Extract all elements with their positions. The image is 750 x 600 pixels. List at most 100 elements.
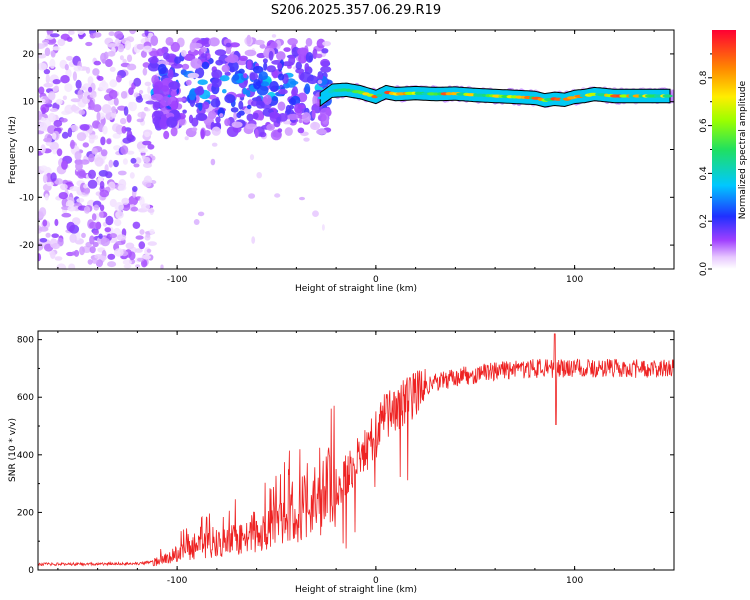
spectrogram-cell xyxy=(38,130,45,135)
spectrogram-cell xyxy=(245,123,258,130)
spectrogram-cell xyxy=(203,37,211,48)
spectrogram-cell xyxy=(104,227,112,233)
spectrogram-cell xyxy=(48,112,56,123)
spectrogram-cell xyxy=(201,61,210,70)
spectrogram-cell xyxy=(105,171,113,179)
y-tick-label: 600 xyxy=(17,393,34,403)
spectrogram-cell xyxy=(107,43,117,48)
spectrogram-cell xyxy=(129,30,137,35)
spectrogram-cell xyxy=(52,79,61,85)
spectrogram-cell xyxy=(76,132,87,142)
spectrogram-cell xyxy=(38,253,42,262)
spectrogram-cell xyxy=(263,62,268,71)
spectrogram-cell xyxy=(270,41,278,49)
spectrogram-cell xyxy=(269,111,279,119)
spectrogram-cell xyxy=(256,172,263,179)
spectrogram-cell xyxy=(38,62,47,71)
spectrogram-cell xyxy=(153,84,160,95)
spectrogram-cell xyxy=(132,221,141,229)
spectrogram-cell xyxy=(130,206,139,212)
spectrogram-cell xyxy=(88,153,95,163)
spectrogram-cell xyxy=(310,121,321,131)
spectrogram-cell xyxy=(128,87,134,96)
spectrogram-cell xyxy=(114,248,124,257)
spectrogram-cell xyxy=(72,71,77,82)
frequency-trace-cell xyxy=(375,93,383,97)
spectrogram-cell xyxy=(271,96,278,101)
spectrogram-cell xyxy=(229,42,240,48)
spectrogram-cell xyxy=(202,101,210,110)
colorbar-gradient xyxy=(712,30,736,269)
spectrogram-cell xyxy=(46,181,54,187)
spectrogram-cell xyxy=(130,157,137,164)
snr-ylabel: SNR (10 * v/v) xyxy=(8,418,18,482)
spectrogram-cell xyxy=(69,124,79,132)
spectrogram-cell xyxy=(277,128,283,133)
spectrogram-cell xyxy=(211,78,222,88)
spectrogram-cell xyxy=(76,169,86,179)
spectrogram-cell xyxy=(298,53,308,64)
spectrogram-cell xyxy=(150,35,159,46)
spectrogram-cell xyxy=(68,263,76,269)
spectrogram-cell xyxy=(116,234,127,241)
spectrogram-cell xyxy=(297,127,305,134)
spectrogram-cell xyxy=(272,70,278,79)
spectrogram-cell xyxy=(153,110,164,118)
spectrogram-cell xyxy=(88,169,96,179)
spectrogram-cell xyxy=(56,148,63,157)
spectrogram-cell xyxy=(81,232,86,238)
spectrogram-cell xyxy=(38,86,45,95)
spectrogram-cell xyxy=(291,46,301,57)
spectrogram-cell xyxy=(233,111,238,121)
frequency-trace-cell xyxy=(317,96,327,100)
spectrogram-cell xyxy=(187,72,200,79)
spectrogram-cell xyxy=(198,103,203,111)
spectrogram-cell xyxy=(236,112,242,119)
spectrogram-cell xyxy=(160,264,164,269)
spectrogram-cell xyxy=(283,47,291,52)
spectrogram-cell xyxy=(294,103,303,114)
spectrogram-cell xyxy=(87,259,93,265)
spectrogram-cell xyxy=(100,136,106,146)
spectrogram-cell xyxy=(90,101,95,111)
spectrogram-cell xyxy=(85,41,93,47)
spectrogram-ylabel: Frequency (Hz) xyxy=(8,116,18,184)
spectrogram-cell xyxy=(45,232,51,238)
colorbar-ticks: 0.0 0.2 0.4 0.6 0.8 xyxy=(699,53,712,276)
spectrogram-cell xyxy=(210,158,216,166)
spectrogram-cell xyxy=(68,30,75,35)
spectrogram-cell xyxy=(83,184,88,189)
spectrogram-cell xyxy=(92,68,100,76)
spectrogram-cell xyxy=(109,79,118,88)
spectrogram-cell xyxy=(235,93,246,98)
frequency-trace-cell xyxy=(619,94,629,98)
spectrogram-cell xyxy=(107,261,117,268)
spectrogram-cell xyxy=(61,131,69,139)
spectrogram-cell xyxy=(71,251,77,256)
spectrogram-cell xyxy=(316,128,327,135)
spectrogram-cell xyxy=(238,100,244,110)
spectrogram-cell xyxy=(109,233,118,239)
spectrogram-cell xyxy=(60,75,70,84)
spectrogram-cell xyxy=(148,56,159,64)
spectrogram-cell xyxy=(246,104,252,110)
spectrogram-cell xyxy=(51,233,59,238)
spectrogram-cell xyxy=(121,203,131,211)
spectrogram-cell xyxy=(140,50,147,58)
spectrogram-cell xyxy=(49,33,60,38)
spectrogram-cell xyxy=(52,149,58,155)
spectrogram-cell xyxy=(259,43,266,49)
spectrogram-cell xyxy=(133,163,140,168)
y-tick-label: 0 xyxy=(28,566,34,576)
spectrogram-cell xyxy=(144,30,149,37)
spectrogram-cell xyxy=(117,43,125,53)
spectrogram-cell xyxy=(277,101,286,111)
y-tick-label: -10 xyxy=(19,193,34,203)
x-tick-label: 0 xyxy=(373,275,379,285)
spectrogram-cell xyxy=(163,130,170,140)
spectrogram-cell xyxy=(113,160,119,168)
spectrogram-cell xyxy=(225,47,232,55)
spectrogram-cell xyxy=(316,38,326,49)
spectrogram-cell xyxy=(89,235,95,245)
